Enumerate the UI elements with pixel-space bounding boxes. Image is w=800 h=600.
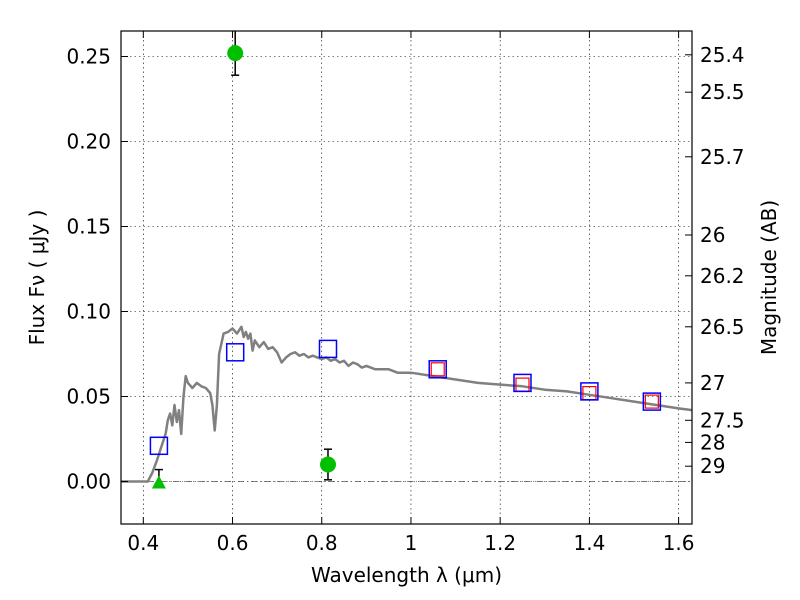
x-tick-label: 1.4: [573, 531, 605, 555]
model-square: [428, 360, 447, 379]
y-axis-label: Flux Fν ( μJy ): [25, 210, 49, 346]
observed-point: [227, 45, 244, 62]
model-square: [225, 343, 245, 362]
model-sed-line: [121, 325, 693, 483]
x-tick-label: 1: [405, 531, 418, 555]
model-square: [149, 436, 169, 456]
axis-ticks: [121, 31, 692, 524]
y2-tick-label: 25.4: [700, 43, 745, 67]
model-square: [318, 339, 338, 359]
x-tick-label: 1.6: [663, 531, 695, 555]
y-tick-label: 0.20: [66, 130, 111, 154]
observed-square: [644, 394, 659, 409]
model-square: [580, 382, 599, 401]
y-tick-label: 0.25: [66, 45, 111, 69]
x-tick-label: 0.6: [217, 531, 249, 555]
y-tick-label: 0.15: [66, 215, 111, 239]
observed-square: [515, 377, 530, 392]
x-tick-label: 0.4: [127, 531, 159, 555]
y2-tick-label: 26.5: [700, 315, 745, 339]
x-axis-label: Wavelength λ (μm): [311, 563, 502, 587]
y-tick-label: 0.10: [66, 300, 111, 324]
observed-square: [430, 362, 445, 377]
y2-tick-label: 27: [700, 371, 725, 395]
y2-tick-label: 28: [700, 430, 725, 454]
y2-tick-label: 25.5: [700, 80, 745, 104]
tick-labels: 0.4 0.6 0.8 1 1.2 1.4 1.6 0.00 0.05 0.10 0.15 0.20 0…: [66, 43, 744, 555]
y2-axis-label: Magnitude (AB): [757, 200, 781, 355]
y-tick-label: 0.05: [66, 385, 111, 409]
upper-limit-triangle: [151, 475, 166, 489]
model-square: [642, 392, 662, 411]
y2-tick-label: 26.2: [700, 264, 745, 288]
observed-point: [319, 456, 336, 473]
grid-lines: [121, 31, 692, 524]
y-tick-label: 0.00: [66, 470, 111, 494]
plot-content: [121, 31, 693, 489]
y2-tick-label: 29: [700, 454, 725, 478]
plot-frame: [120, 30, 693, 525]
y2-tick-label: 26: [700, 223, 725, 247]
x-tick-label: 1.2: [484, 531, 516, 555]
y2-tick-label: 25.7: [700, 145, 745, 169]
y2-tick-label: 27.5: [700, 408, 745, 432]
model-square: [513, 373, 532, 393]
x-tick-label: 0.8: [306, 531, 338, 555]
